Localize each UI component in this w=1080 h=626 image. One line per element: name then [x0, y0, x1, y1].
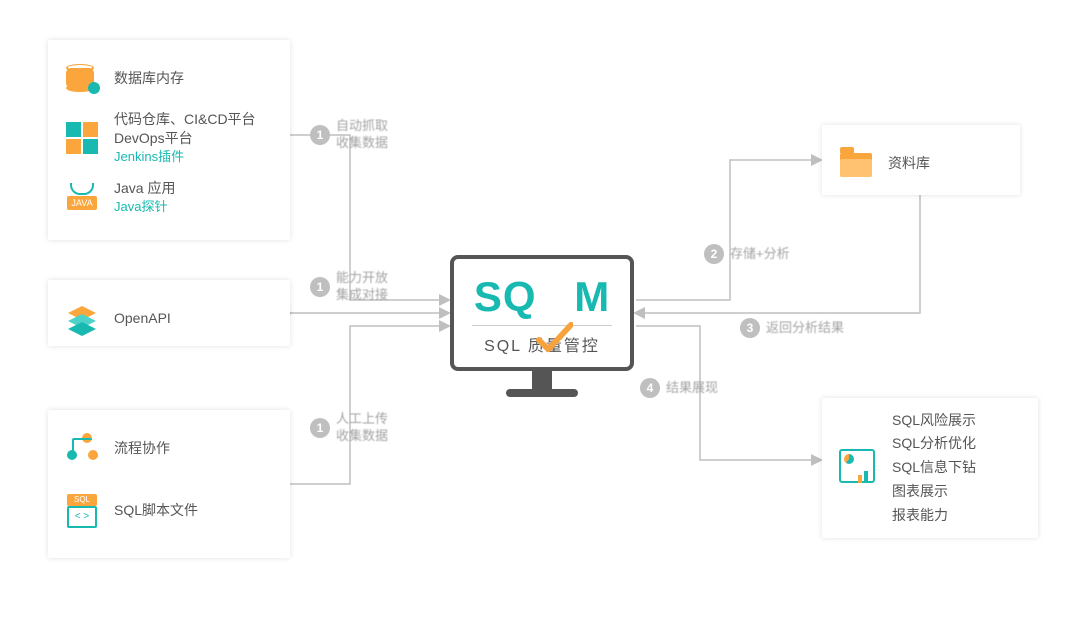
- monitor-stand: [0, 0, 1080, 626]
